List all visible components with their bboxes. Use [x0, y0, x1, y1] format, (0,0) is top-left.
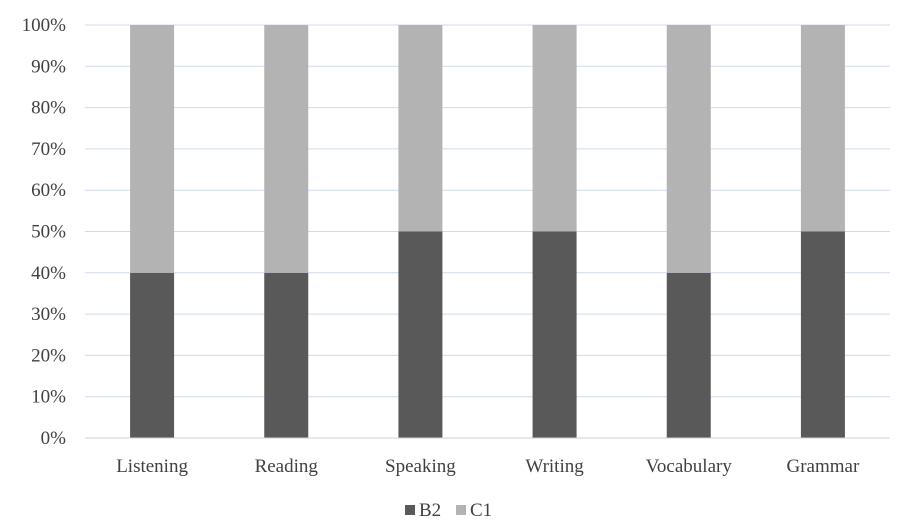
- y-tick-label: 70%: [31, 139, 66, 160]
- bars: [130, 25, 845, 438]
- bar-c1-vocabulary: [666, 25, 711, 273]
- x-category-label: Grammar: [787, 456, 860, 477]
- legend: B2 C1: [405, 500, 492, 521]
- y-tick-label: 10%: [31, 387, 66, 408]
- x-category-label: Writing: [525, 456, 584, 477]
- x-category-label: Reading: [255, 456, 319, 477]
- bar-c1-grammar: [800, 25, 845, 232]
- y-tick-label: 50%: [31, 222, 66, 243]
- legend-swatch-c1: [456, 505, 466, 515]
- y-tick-label: 80%: [31, 98, 66, 119]
- bar-b2-listening: [130, 272, 175, 438]
- y-tick-label: 40%: [31, 263, 66, 284]
- bar-c1-speaking: [398, 25, 443, 232]
- bar-c1-listening: [130, 25, 175, 273]
- x-category-label: Speaking: [385, 456, 456, 477]
- x-category-label: Listening: [116, 456, 188, 477]
- bar-b2-writing: [532, 231, 577, 438]
- y-axis-ticks: 0% 10% 20% 30% 40% 50% 60% 70% 80% 90% 100%: [22, 15, 67, 449]
- legend-label-b2: B2: [419, 500, 441, 521]
- category-labels: Listening Reading Speaking Writing Vocabular…: [116, 456, 860, 477]
- y-tick-label: 90%: [31, 56, 66, 77]
- y-tick-label: 20%: [31, 345, 66, 366]
- x-category-label: Vocabulary: [646, 456, 733, 477]
- y-tick-label: 0%: [41, 428, 67, 449]
- legend-label-c1: C1: [470, 500, 492, 521]
- y-tick-label: 100%: [22, 15, 67, 36]
- bar-b2-speaking: [398, 231, 443, 438]
- bar-c1-writing: [532, 25, 577, 232]
- y-tick-label: 30%: [31, 304, 66, 325]
- bar-b2-reading: [264, 272, 309, 438]
- bar-b2-grammar: [800, 231, 845, 438]
- y-tick-label: 60%: [31, 180, 66, 201]
- gridlines: [85, 24, 890, 398]
- bar-c1-reading: [264, 25, 309, 273]
- legend-swatch-b2: [405, 505, 415, 515]
- bar-b2-vocabulary: [666, 272, 711, 438]
